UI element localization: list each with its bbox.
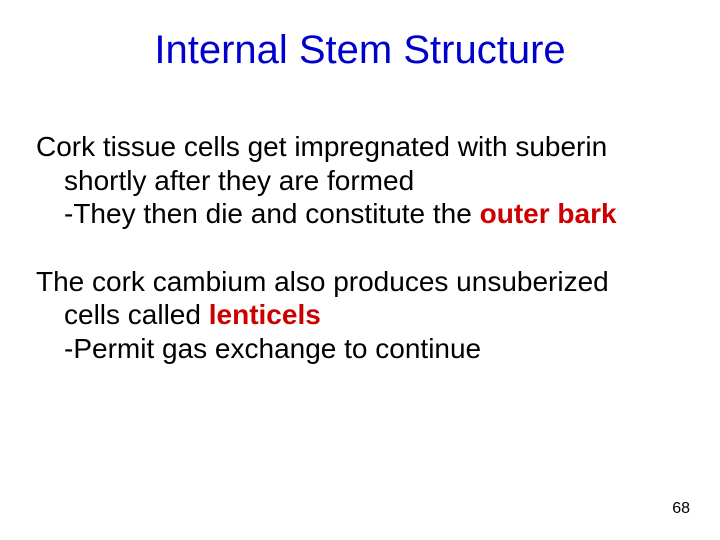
page-number: 68 xyxy=(672,500,690,518)
para2-main-highlight: lenticels xyxy=(209,299,321,330)
paragraph-2: The cork cambium also produces unsuberiz… xyxy=(36,265,660,366)
slide-body: Cork tissue cells get impregnated with s… xyxy=(36,130,660,400)
para2-main: The cork cambium also produces unsuberiz… xyxy=(36,265,660,332)
paragraph-1: Cork tissue cells get impregnated with s… xyxy=(36,130,660,231)
para2-main-text: The cork cambium also produces unsuberiz… xyxy=(36,266,609,331)
para2-sub: -Permit gas exchange to continue xyxy=(36,332,660,366)
para1-sub-text: -They then die and constitute the xyxy=(64,198,480,229)
para1-sub: -They then die and constitute the outer … xyxy=(36,197,660,231)
para1-sub-highlight: outer bark xyxy=(480,198,617,229)
para1-main: Cork tissue cells get impregnated with s… xyxy=(36,130,660,197)
slide: Internal Stem Structure Cork tissue cell… xyxy=(0,0,720,540)
slide-title: Internal Stem Structure xyxy=(0,28,720,73)
